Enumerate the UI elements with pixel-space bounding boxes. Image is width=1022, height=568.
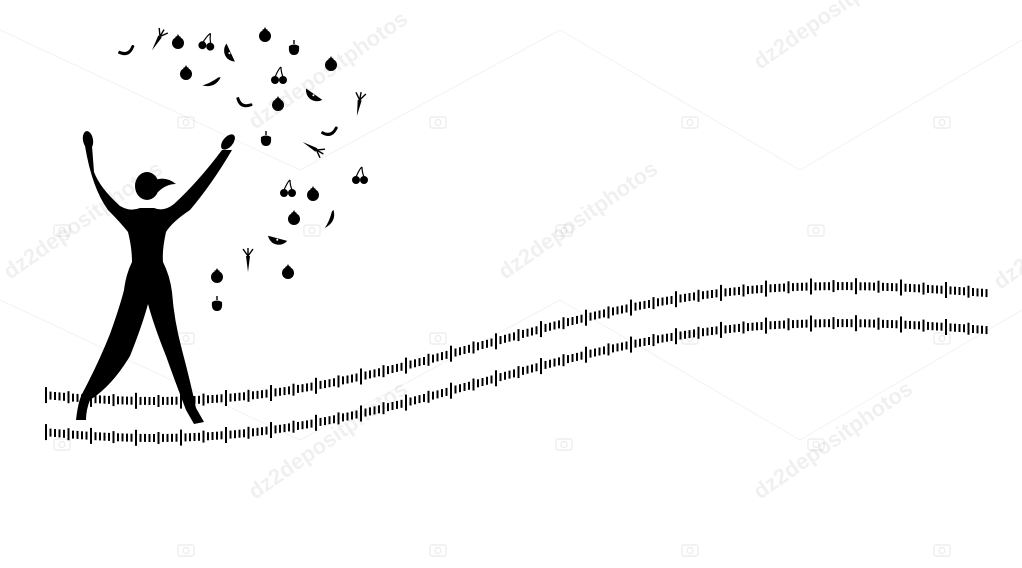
camera-icon: [933, 544, 951, 557]
camera-icon: [555, 224, 573, 237]
pepper-icon: [288, 40, 300, 55]
camera-icon: [177, 116, 195, 129]
watermark-text: dz2depositphotos: [749, 0, 918, 74]
tomato-icon: [211, 268, 223, 283]
camera-icon: [429, 544, 447, 557]
chili-icon: [324, 209, 335, 229]
carrot-icon: [152, 27, 169, 51]
pepper-icon: [260, 131, 272, 146]
camera-icon: [177, 332, 195, 345]
carrot-icon: [355, 91, 367, 116]
watermark-text: dz2depositphotos: [494, 156, 663, 284]
watermelon-icon: [305, 88, 323, 102]
left-hand: [82, 131, 94, 149]
tomato-icon: [325, 56, 337, 71]
banana-icon: [117, 44, 135, 56]
camera-icon: [933, 116, 951, 129]
tomato-icon: [307, 186, 319, 201]
camera-icon: [177, 544, 195, 557]
watermark-text: dz2depositphotos: [244, 376, 413, 504]
flying-food-items: [117, 27, 368, 311]
watermelon-icon: [268, 234, 288, 245]
measuring-tape-upper: [45, 278, 988, 409]
camera-icon: [429, 116, 447, 129]
carrot-icon: [302, 142, 326, 159]
camera-icon: [681, 116, 699, 129]
cherries-icon: [280, 179, 296, 197]
camera-icon: [933, 332, 951, 345]
chili-icon: [202, 77, 221, 87]
camera-icon: [429, 332, 447, 345]
ponytail: [155, 178, 176, 192]
head: [135, 172, 159, 200]
cherries-icon: [271, 66, 287, 84]
camera-icon: [53, 438, 71, 451]
camera-icon: [807, 438, 825, 451]
camera-icon: [303, 224, 321, 237]
camera-icon: [53, 224, 71, 237]
camera-icon: [807, 224, 825, 237]
tomato-icon: [288, 210, 300, 225]
right-hand: [221, 134, 235, 150]
watermark-text: dz2depositphotos: [749, 376, 918, 504]
measuring-tape-lower: [45, 315, 988, 446]
woman-silhouette: [76, 131, 235, 424]
tomato-icon: [272, 96, 284, 111]
tomato-icon: [172, 34, 184, 49]
camera-icon: [681, 544, 699, 557]
body: [76, 146, 232, 424]
pepper-icon: [211, 296, 223, 311]
banana-icon: [236, 97, 253, 108]
watermark-text: dz2depositphotos: [989, 166, 1022, 294]
camera-icon: [555, 438, 573, 451]
cherries-icon: [198, 32, 215, 51]
carrot-icon: [242, 248, 254, 272]
tomato-icon: [180, 65, 192, 80]
watermelon-icon: [224, 43, 235, 62]
tomato-icon: [259, 27, 271, 42]
tomato-icon: [282, 264, 294, 279]
cherries-icon: [352, 166, 368, 184]
banana-icon: [320, 126, 338, 137]
